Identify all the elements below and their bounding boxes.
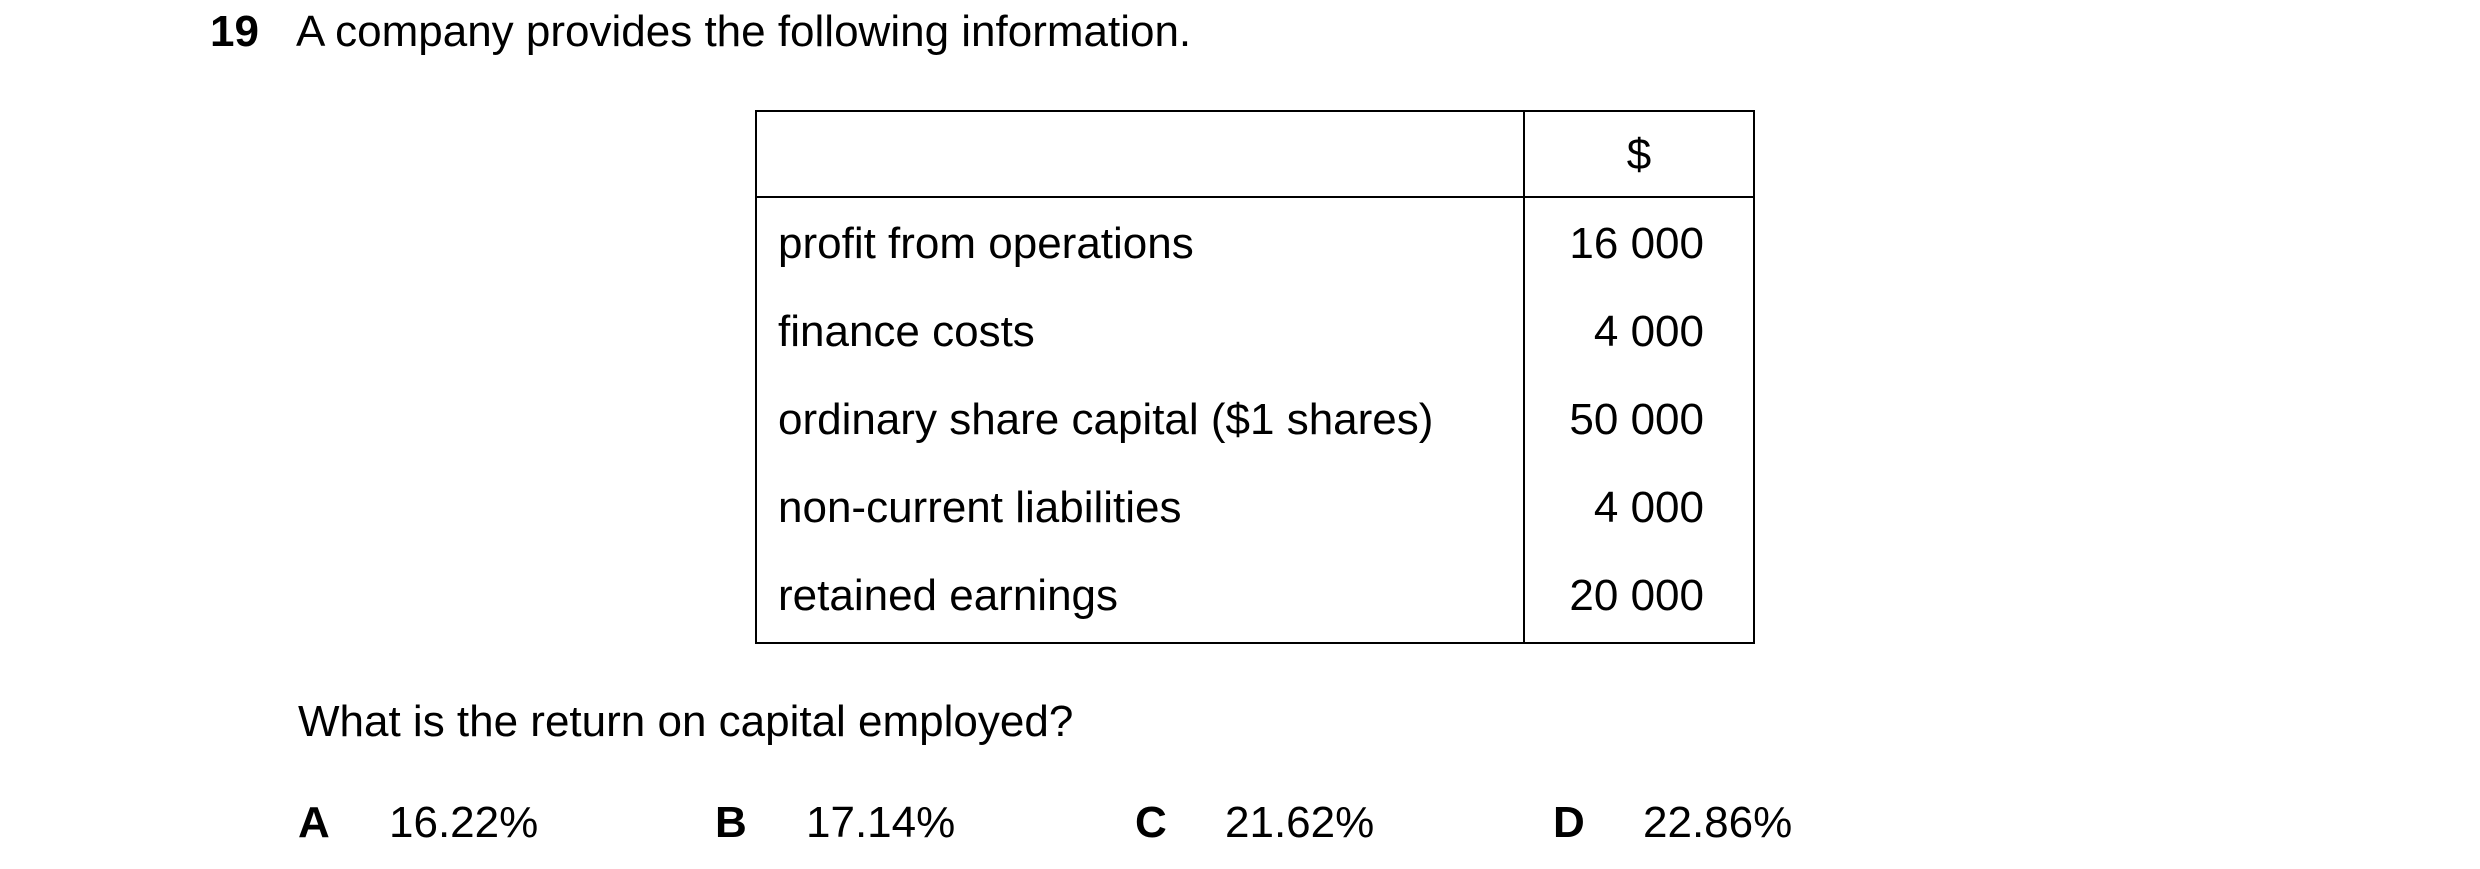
option-c-letter: C xyxy=(1135,798,1167,847)
row-label: finance costs xyxy=(778,307,1035,356)
row-label: profit from operations xyxy=(778,219,1194,268)
row-value: 4 000 xyxy=(1593,483,1704,532)
row-value: 4 000 xyxy=(1593,307,1704,356)
row-label: ordinary share capital ($1 shares) xyxy=(778,395,1434,444)
question-number: 19 xyxy=(210,7,259,56)
row-label: retained earnings xyxy=(778,571,1119,620)
table-header-row xyxy=(757,112,1753,198)
row-value: 20 000 xyxy=(1569,571,1704,620)
table-row: finance costs 4 000 xyxy=(757,288,1753,376)
table-row: retained earnings 20 000 xyxy=(757,552,1753,640)
column-divider xyxy=(1523,112,1525,642)
option-b-value: 17.14% xyxy=(806,798,956,847)
row-value: 50 000 xyxy=(1569,395,1704,444)
currency-header: $ xyxy=(1626,130,1652,179)
option-a-letter: A xyxy=(298,798,330,847)
option-b-letter: B xyxy=(715,798,747,847)
row-label: non-current liabilities xyxy=(778,483,1182,532)
question-prompt: What is the return on capital employed? xyxy=(298,697,1074,746)
option-a-value: 16.22% xyxy=(389,798,539,847)
table-row: profit from operations 16 000 xyxy=(757,200,1753,288)
table-row: ordinary share capital ($1 shares) 50 00… xyxy=(757,376,1753,464)
table-row: non-current liabilities 4 000 xyxy=(757,464,1753,552)
option-d-letter: D xyxy=(1553,798,1585,847)
row-value: 16 000 xyxy=(1569,219,1704,268)
option-d-value: 22.86% xyxy=(1643,798,1793,847)
option-c-value: 21.62% xyxy=(1225,798,1375,847)
question-intro: A company provides the following informa… xyxy=(296,7,1192,56)
information-table: $ profit from operations 16 000 finance … xyxy=(755,110,1755,644)
